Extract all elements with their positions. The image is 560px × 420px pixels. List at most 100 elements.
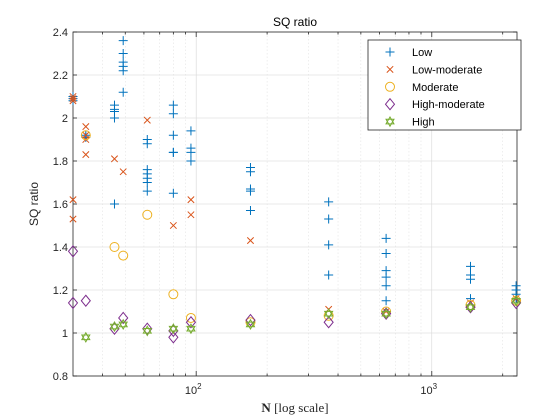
chart-title: SQ ratio [273,15,317,29]
data-point [245,167,255,177]
data-point [381,281,391,291]
series-high-moderate [67,245,522,344]
legend-box [367,39,522,131]
y-tick-label: 2.2 [53,70,68,82]
data-point [110,155,119,163]
data-point [118,250,129,261]
data-point [186,156,196,166]
data-point [82,150,90,159]
data-point [69,215,77,223]
legend-entry: High [385,115,435,129]
data-point [381,296,391,306]
y-tick-label: 0.8 [53,371,68,383]
legend-marker [385,47,395,57]
legend-entry: Moderate [385,81,458,94]
legend-entry: High-moderate [384,97,485,111]
data-point [109,320,120,333]
y-tick-label: 2 [62,113,68,125]
data-point [466,261,475,271]
data-point [118,318,129,331]
data-point [109,113,119,123]
y-tick-label: 1.8 [53,156,68,168]
data-point [511,295,521,307]
data-point [67,296,79,310]
data-point [81,132,91,142]
y-tick-label: 1.2 [53,285,68,297]
legend-label: Low-moderate [412,64,482,76]
data-point [69,95,77,103]
data-point [118,66,128,76]
data-point [185,312,196,323]
y-tick-label: 1.6 [53,199,68,211]
x-axis-label: N [log scale] [261,400,328,415]
data-point [118,49,128,58]
data-point [142,209,153,220]
data-point [168,289,179,300]
data-point [118,87,128,97]
data-point [67,245,79,258]
data-point [142,186,152,196]
data-point [80,331,91,343]
legend: Low Low-moderate Moderate High-moderate High [367,39,522,131]
data-point [465,301,476,313]
data-point [324,270,334,280]
x-axis-label-scale: [log scale] [271,400,329,415]
data-point [80,294,91,308]
data-point [246,236,255,245]
data-point [109,199,119,209]
data-point [168,323,179,335]
data-point [82,123,90,131]
data-point [245,205,255,215]
legend-marker [384,97,396,111]
series-moderate [80,130,522,328]
data-point [109,242,120,252]
y-axis-label: SQ ratio [27,182,41,226]
data-point [185,315,197,329]
data-point [69,196,77,204]
legend-entry: Low-moderate [386,64,482,76]
series-high [80,295,521,343]
data-point [118,311,129,325]
data-point [142,139,152,149]
data-point [245,313,256,327]
legend-label: Moderate [412,82,458,94]
data-point [168,147,178,157]
x-tick-label: 102 [185,382,202,397]
data-point [168,130,178,140]
data-point [324,197,334,207]
y-tick-label: 1.4 [53,242,68,254]
x-tick-label: 103 [420,382,437,397]
data-point [69,97,77,105]
data-point [143,116,151,124]
data-point [118,36,128,46]
data-point [168,109,178,119]
data-point [381,248,391,258]
data-point [186,323,196,335]
data-point [324,240,334,250]
data-point [168,100,178,110]
data-point [142,178,152,187]
data-point [324,214,334,224]
legend-marker [386,65,394,73]
data-point [466,274,475,284]
legend-label: High [412,117,435,129]
y-tick-label: 2.4 [53,27,68,39]
data-point [245,186,255,196]
data-point [142,322,153,335]
data-point [142,325,153,337]
data-point [323,315,334,329]
data-point [381,233,391,243]
data-point [168,331,179,344]
legend-marker [385,115,395,128]
data-point [169,221,177,230]
x-axis-label-n: N [261,400,271,415]
data-point [168,188,178,198]
axes: 0.8 1 1.2 1.4 1.6 1.8 2 2.2 2.4 102 103 [53,27,518,397]
data-point [381,308,391,320]
legend-entry: Low [385,47,432,59]
data-point [186,126,196,136]
data-point [119,168,127,176]
data-point [80,130,91,141]
data-point [323,308,334,320]
